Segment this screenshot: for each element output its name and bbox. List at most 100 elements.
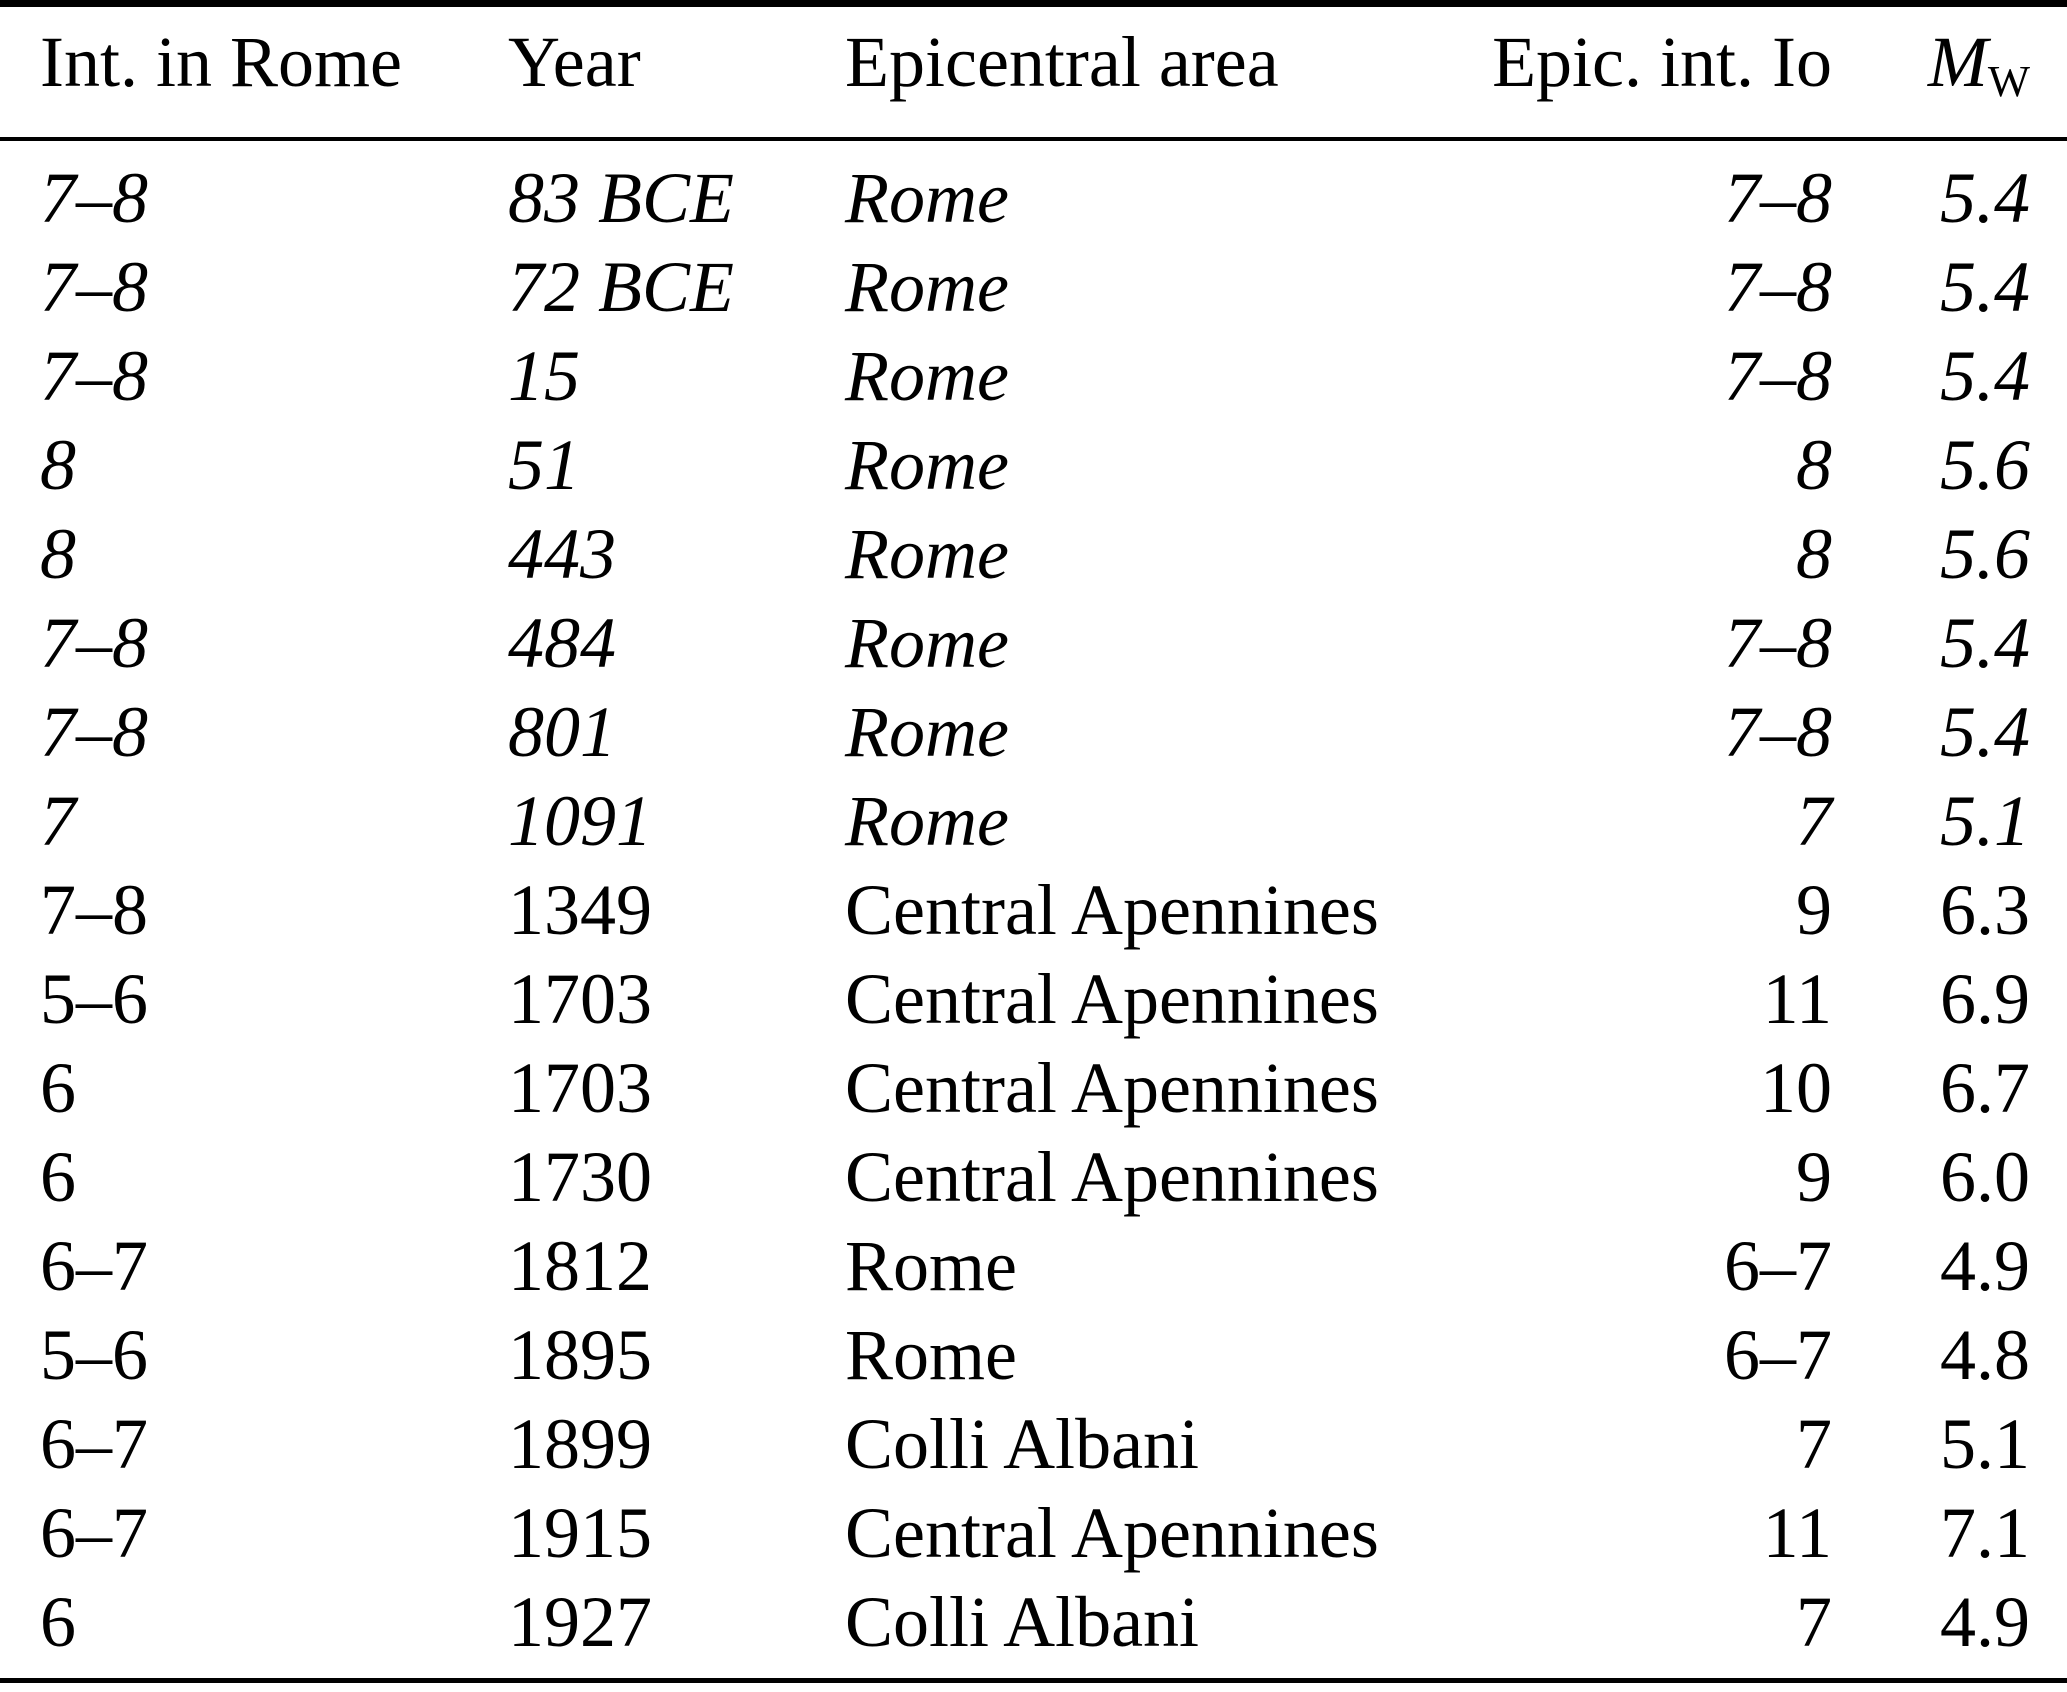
cell-area: Rome: [845, 1225, 1017, 1306]
cell-year: 801: [508, 691, 616, 772]
table-row: 7–8 83 BCE Rome 7–8 5.4: [0, 153, 2067, 242]
mw-symbol: M: [1927, 21, 1988, 102]
cell-year: 15: [508, 335, 580, 416]
cell-year: 83 BCE: [508, 157, 734, 238]
cell-int_rome: 8: [40, 424, 76, 505]
cell-mw: 5.4: [1940, 246, 2030, 327]
cell-area: Rome: [845, 157, 1009, 238]
cell-int_rome: 5–6: [40, 1314, 148, 1395]
cell-area: Colli Albani: [845, 1403, 1200, 1484]
cell-area: Rome: [845, 424, 1009, 505]
table-row: 7 1091 Rome 7 5.1: [0, 776, 2067, 865]
table-row: 6 1730 Central Apennines 9 6.0: [0, 1132, 2067, 1221]
table-row: 8 443 Rome 8 5.6: [0, 509, 2067, 598]
cell-year: 443: [508, 513, 616, 594]
cell-io: 7–8: [1724, 691, 1832, 772]
table-row: 6–7 1812 Rome 6–7 4.9: [0, 1221, 2067, 1310]
cell-io: 6–7: [1724, 1314, 1832, 1395]
cell-io: 8: [1796, 424, 1832, 505]
cell-int_rome: 6: [40, 1136, 76, 1217]
cell-mw: 5.1: [1940, 780, 2030, 861]
cell-io: 7–8: [1724, 246, 1832, 327]
cell-mw: 7.1: [1940, 1492, 2030, 1573]
cell-mw: 6.3: [1940, 869, 2030, 950]
col-header-epic-int-io: Epic. int. Io: [1473, 3, 1832, 141]
cell-year: 1915: [508, 1492, 652, 1573]
mw-subscript: W: [1987, 55, 2030, 106]
cell-int_rome: 7: [40, 780, 76, 861]
cell-mw: 6.0: [1940, 1136, 2030, 1217]
cell-year: 1899: [508, 1403, 652, 1484]
cell-mw: 5.1: [1940, 1403, 2030, 1484]
cell-int_rome: 7–8: [40, 602, 148, 683]
table-row: 7–8 15 Rome 7–8 5.4: [0, 331, 2067, 420]
cell-year: 1349: [508, 869, 652, 950]
cell-io: 7: [1796, 1581, 1832, 1662]
table-row: 5–6 1703 Central Apennines 11 6.9: [0, 954, 2067, 1043]
cell-year: 1703: [508, 958, 652, 1039]
cell-int_rome: 6: [40, 1047, 76, 1128]
col-header-epicentral-area: Epicentral area: [845, 3, 1473, 141]
cell-io: 7–8: [1724, 602, 1832, 683]
cell-int_rome: 7–8: [40, 869, 148, 950]
cell-year: 1730: [508, 1136, 652, 1217]
table-row: 6–7 1915 Central Apennines 11 7.1: [0, 1488, 2067, 1577]
cell-io: 7: [1796, 1403, 1832, 1484]
cell-area: Central Apennines: [845, 958, 1379, 1039]
cell-mw: 5.4: [1940, 335, 2030, 416]
cell-int_rome: 7–8: [40, 691, 148, 772]
cell-area: Rome: [845, 691, 1009, 772]
table-row: 6–7 1899 Colli Albani 7 5.1: [0, 1399, 2067, 1488]
cell-year: 72 BCE: [508, 246, 734, 327]
col-header-mw: MW: [1832, 3, 2067, 141]
table-row: 7–8 801 Rome 7–8 5.4: [0, 687, 2067, 776]
cell-mw: 4.8: [1940, 1314, 2030, 1395]
cell-mw: 5.6: [1940, 424, 2030, 505]
cell-year: 1091: [508, 780, 652, 861]
cell-area: Rome: [845, 1314, 1017, 1395]
table-row: 7–8 484 Rome 7–8 5.4: [0, 598, 2067, 687]
cell-int_rome: 6–7: [40, 1403, 148, 1484]
col-header-year: Year: [508, 3, 845, 141]
cell-mw: 5.4: [1940, 691, 2030, 772]
cell-io: 9: [1796, 869, 1832, 950]
cell-io: 6–7: [1724, 1225, 1832, 1306]
table-row: 6 1927 Colli Albani 7 4.9: [0, 1577, 2067, 1666]
cell-int_rome: 8: [40, 513, 76, 594]
cell-io: 11: [1762, 1492, 1832, 1573]
cell-io: 7: [1796, 780, 1832, 861]
cell-area: Rome: [845, 602, 1009, 683]
cell-int_rome: 6: [40, 1581, 76, 1662]
cell-int_rome: 7–8: [40, 157, 148, 238]
cell-int_rome: 6–7: [40, 1492, 148, 1573]
cell-mw: 5.4: [1940, 157, 2030, 238]
cell-mw: 6.9: [1940, 958, 2030, 1039]
cell-int_rome: 5–6: [40, 958, 148, 1039]
cell-io: 9: [1796, 1136, 1832, 1217]
cell-year: 51: [508, 424, 580, 505]
cell-io: 10: [1760, 1047, 1832, 1128]
table-row: 8 51 Rome 8 5.6: [0, 420, 2067, 509]
cell-year: 1812: [508, 1225, 652, 1306]
table-row: 6 1703 Central Apennines 10 6.7: [0, 1043, 2067, 1132]
cell-year: 1895: [508, 1314, 652, 1395]
cell-mw: 4.9: [1940, 1581, 2030, 1662]
cell-io: 7–8: [1724, 157, 1832, 238]
cell-area: Central Apennines: [845, 1047, 1379, 1128]
cell-area: Central Apennines: [845, 869, 1379, 950]
cell-area: Rome: [845, 780, 1009, 861]
cell-year: 484: [508, 602, 616, 683]
cell-area: Central Apennines: [845, 1492, 1379, 1573]
cell-mw: 5.6: [1940, 513, 2030, 594]
cell-area: Rome: [845, 335, 1009, 416]
table-body: 7–8 83 BCE Rome 7–8 5.4 7–8 72 BCE Rome 7–8 5.4 7–…: [0, 139, 2067, 1680]
cell-area: Rome: [845, 246, 1009, 327]
cell-year: 1927: [508, 1581, 652, 1662]
cell-io: 7–8: [1724, 335, 1832, 416]
cell-io: 8: [1796, 513, 1832, 594]
cell-io: 11: [1762, 958, 1832, 1039]
cell-mw: 6.7: [1940, 1047, 2030, 1128]
cell-year: 1703: [508, 1047, 652, 1128]
